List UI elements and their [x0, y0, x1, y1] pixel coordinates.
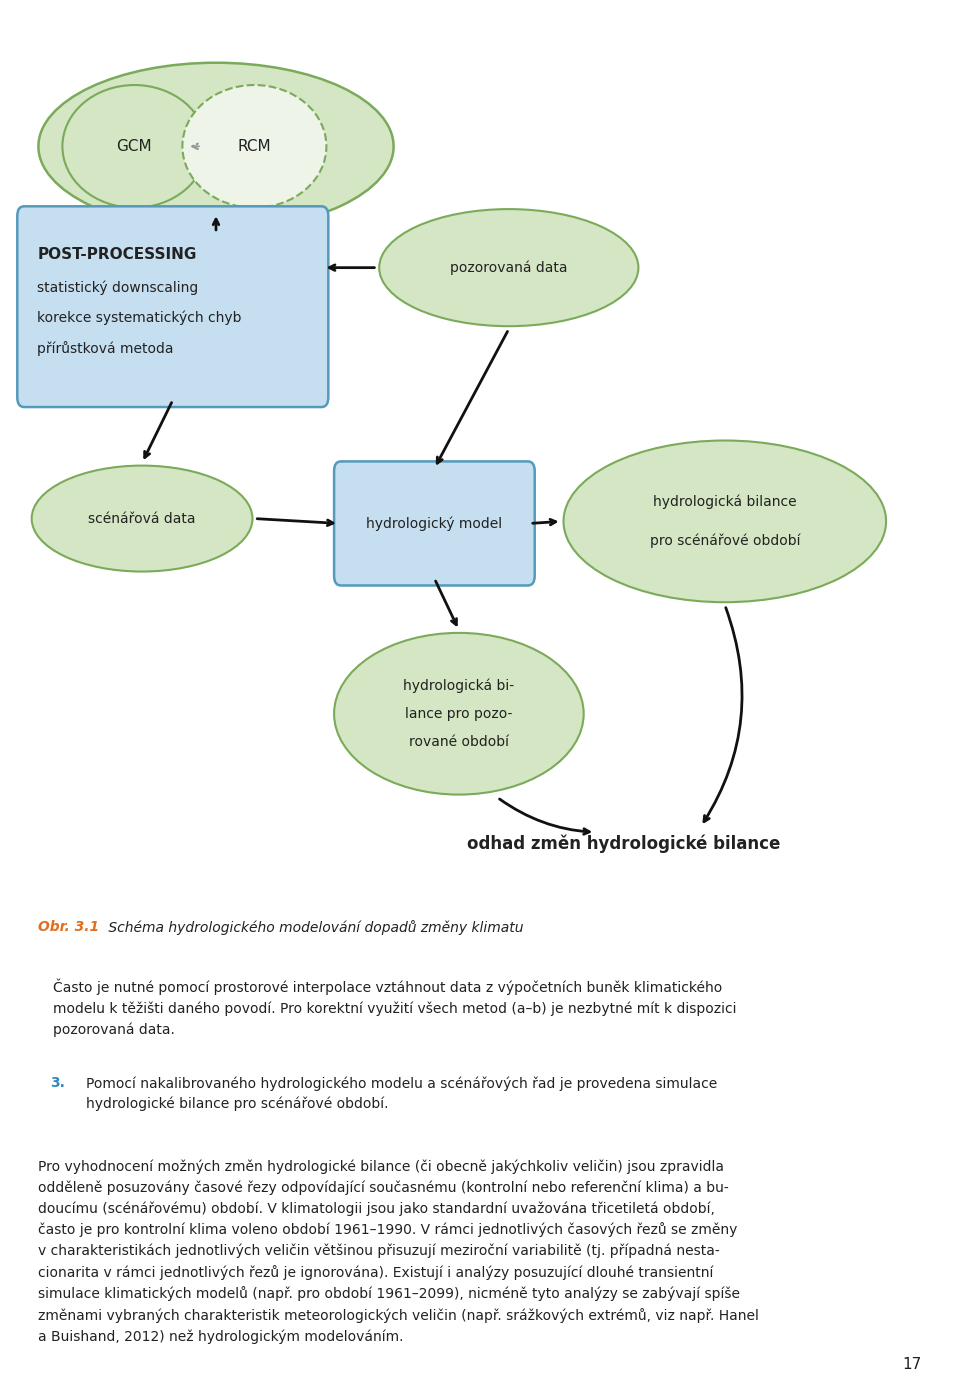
Text: RCM: RCM — [237, 139, 272, 153]
Ellipse shape — [182, 85, 326, 208]
Text: Obr. 3.1: Obr. 3.1 — [38, 920, 100, 934]
Ellipse shape — [379, 209, 638, 326]
Text: 3.: 3. — [50, 1076, 64, 1090]
Text: pro scénářové období: pro scénářové období — [650, 534, 800, 548]
Ellipse shape — [334, 633, 584, 795]
Text: přírůstková metoda: přírůstková metoda — [37, 342, 174, 357]
Text: hydrologická bilance: hydrologická bilance — [653, 495, 797, 509]
Text: Často je nutné pomocí prostorové interpolace vztáhnout data z výpočetních buněk : Často je nutné pomocí prostorové interpo… — [53, 979, 736, 1037]
Text: Pro vyhodnocení možných změn hydrologické bilance (či obecně jakýchkoliv veličin: Pro vyhodnocení možných změn hydrologick… — [38, 1160, 759, 1344]
Ellipse shape — [62, 85, 206, 208]
Text: rované období: rované období — [409, 735, 509, 749]
Text: odhad změn hydrologické bilance: odhad změn hydrologické bilance — [468, 834, 780, 853]
Text: scénářová data: scénářová data — [88, 512, 196, 526]
Ellipse shape — [564, 441, 886, 602]
Ellipse shape — [32, 466, 252, 572]
Text: hydrologická bi-: hydrologická bi- — [403, 679, 515, 693]
Text: pozorovaná data: pozorovaná data — [450, 261, 567, 275]
Text: GCM: GCM — [116, 139, 153, 153]
FancyBboxPatch shape — [17, 206, 328, 407]
Text: 17: 17 — [902, 1356, 922, 1372]
Text: POST-PROCESSING: POST-PROCESSING — [37, 247, 197, 262]
Text: hydrologický model: hydrologický model — [367, 516, 502, 531]
FancyBboxPatch shape — [334, 461, 535, 585]
Ellipse shape — [38, 63, 394, 230]
Text: Pomocí nakalibrovaného hydrologického modelu a scénářových řad je provedena simu: Pomocí nakalibrovaného hydrologického mo… — [86, 1076, 718, 1111]
Text: korekce systematických chyb: korekce systematických chyb — [37, 311, 242, 325]
Text: lance pro pozo-: lance pro pozo- — [405, 707, 513, 721]
Text: Schéma hydrologického modelování dopadů změny klimatu: Schéma hydrologického modelování dopadů … — [104, 920, 523, 935]
Text: statistický downscaling: statistický downscaling — [37, 280, 199, 294]
